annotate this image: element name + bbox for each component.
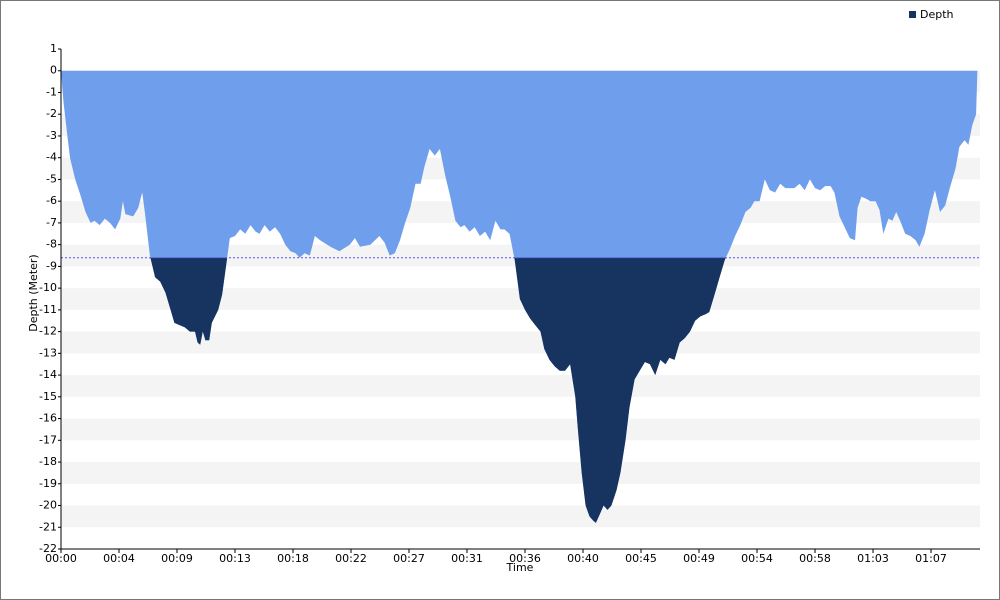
x-tick-label: 01:03 — [857, 552, 889, 565]
y-tick-label: 0 — [50, 64, 57, 77]
y-tick-label: -6 — [46, 194, 57, 207]
y-tick-label: -18 — [39, 455, 57, 468]
y-tick-label: -9 — [46, 259, 57, 272]
y-tick-label: -14 — [39, 368, 57, 381]
y-tick-label: -3 — [46, 129, 57, 142]
x-tick-label: 00:27 — [393, 552, 425, 565]
y-tick-label: -7 — [46, 216, 57, 229]
y-tick-label: -16 — [39, 412, 57, 425]
legend-label: Depth — [920, 8, 954, 21]
deep-area — [150, 257, 726, 523]
x-tick-label: 00:45 — [625, 552, 657, 565]
y-tick-label: -21 — [39, 520, 57, 533]
grid-band — [61, 331, 980, 354]
x-tick-label: 00:09 — [161, 552, 193, 565]
y-axis-label: Depth (Meter) — [27, 254, 40, 331]
x-axis-label: Time — [506, 561, 534, 574]
y-tick-label: -4 — [46, 151, 57, 164]
y-tick-label: -20 — [39, 499, 57, 512]
y-tick-label: -2 — [46, 107, 57, 120]
grid-band — [61, 505, 980, 528]
x-tick-label: 00:49 — [683, 552, 715, 565]
x-tick-label: 01:07 — [915, 552, 947, 565]
x-tick-label: 00:31 — [451, 552, 483, 565]
x-tick-label: 00:58 — [799, 552, 831, 565]
x-tick-label: 00:36 — [509, 552, 541, 565]
x-tick-label: 00:40 — [567, 552, 599, 565]
y-tick-label: 1 — [50, 42, 57, 55]
y-tick-label: -17 — [39, 433, 57, 446]
y-tick-label: -1 — [46, 85, 57, 98]
y-tick-label: -8 — [46, 238, 57, 251]
x-tick-label: 00:22 — [335, 552, 367, 565]
legend-swatch — [909, 11, 916, 18]
x-tick-label: 00:04 — [103, 552, 135, 565]
y-tick-label: -10 — [39, 281, 57, 294]
grid-band — [61, 462, 980, 484]
grid-band — [61, 375, 980, 397]
y-tick-label: -12 — [39, 325, 57, 338]
grid-band — [61, 418, 980, 441]
x-tick-label: 00:18 — [277, 552, 309, 565]
x-tick-label: 00:13 — [219, 552, 251, 565]
y-tick-label: -22 — [39, 542, 57, 555]
y-tick-label: -19 — [39, 477, 57, 490]
y-tick-label: -15 — [39, 390, 57, 403]
y-tick-label: -13 — [39, 346, 57, 359]
x-tick-label: 00:00 — [45, 552, 77, 565]
y-tick-label: -11 — [39, 303, 57, 316]
x-tick-label: 00:54 — [741, 552, 773, 565]
y-tick-label: -5 — [46, 172, 57, 185]
depth-area — [61, 70, 978, 523]
